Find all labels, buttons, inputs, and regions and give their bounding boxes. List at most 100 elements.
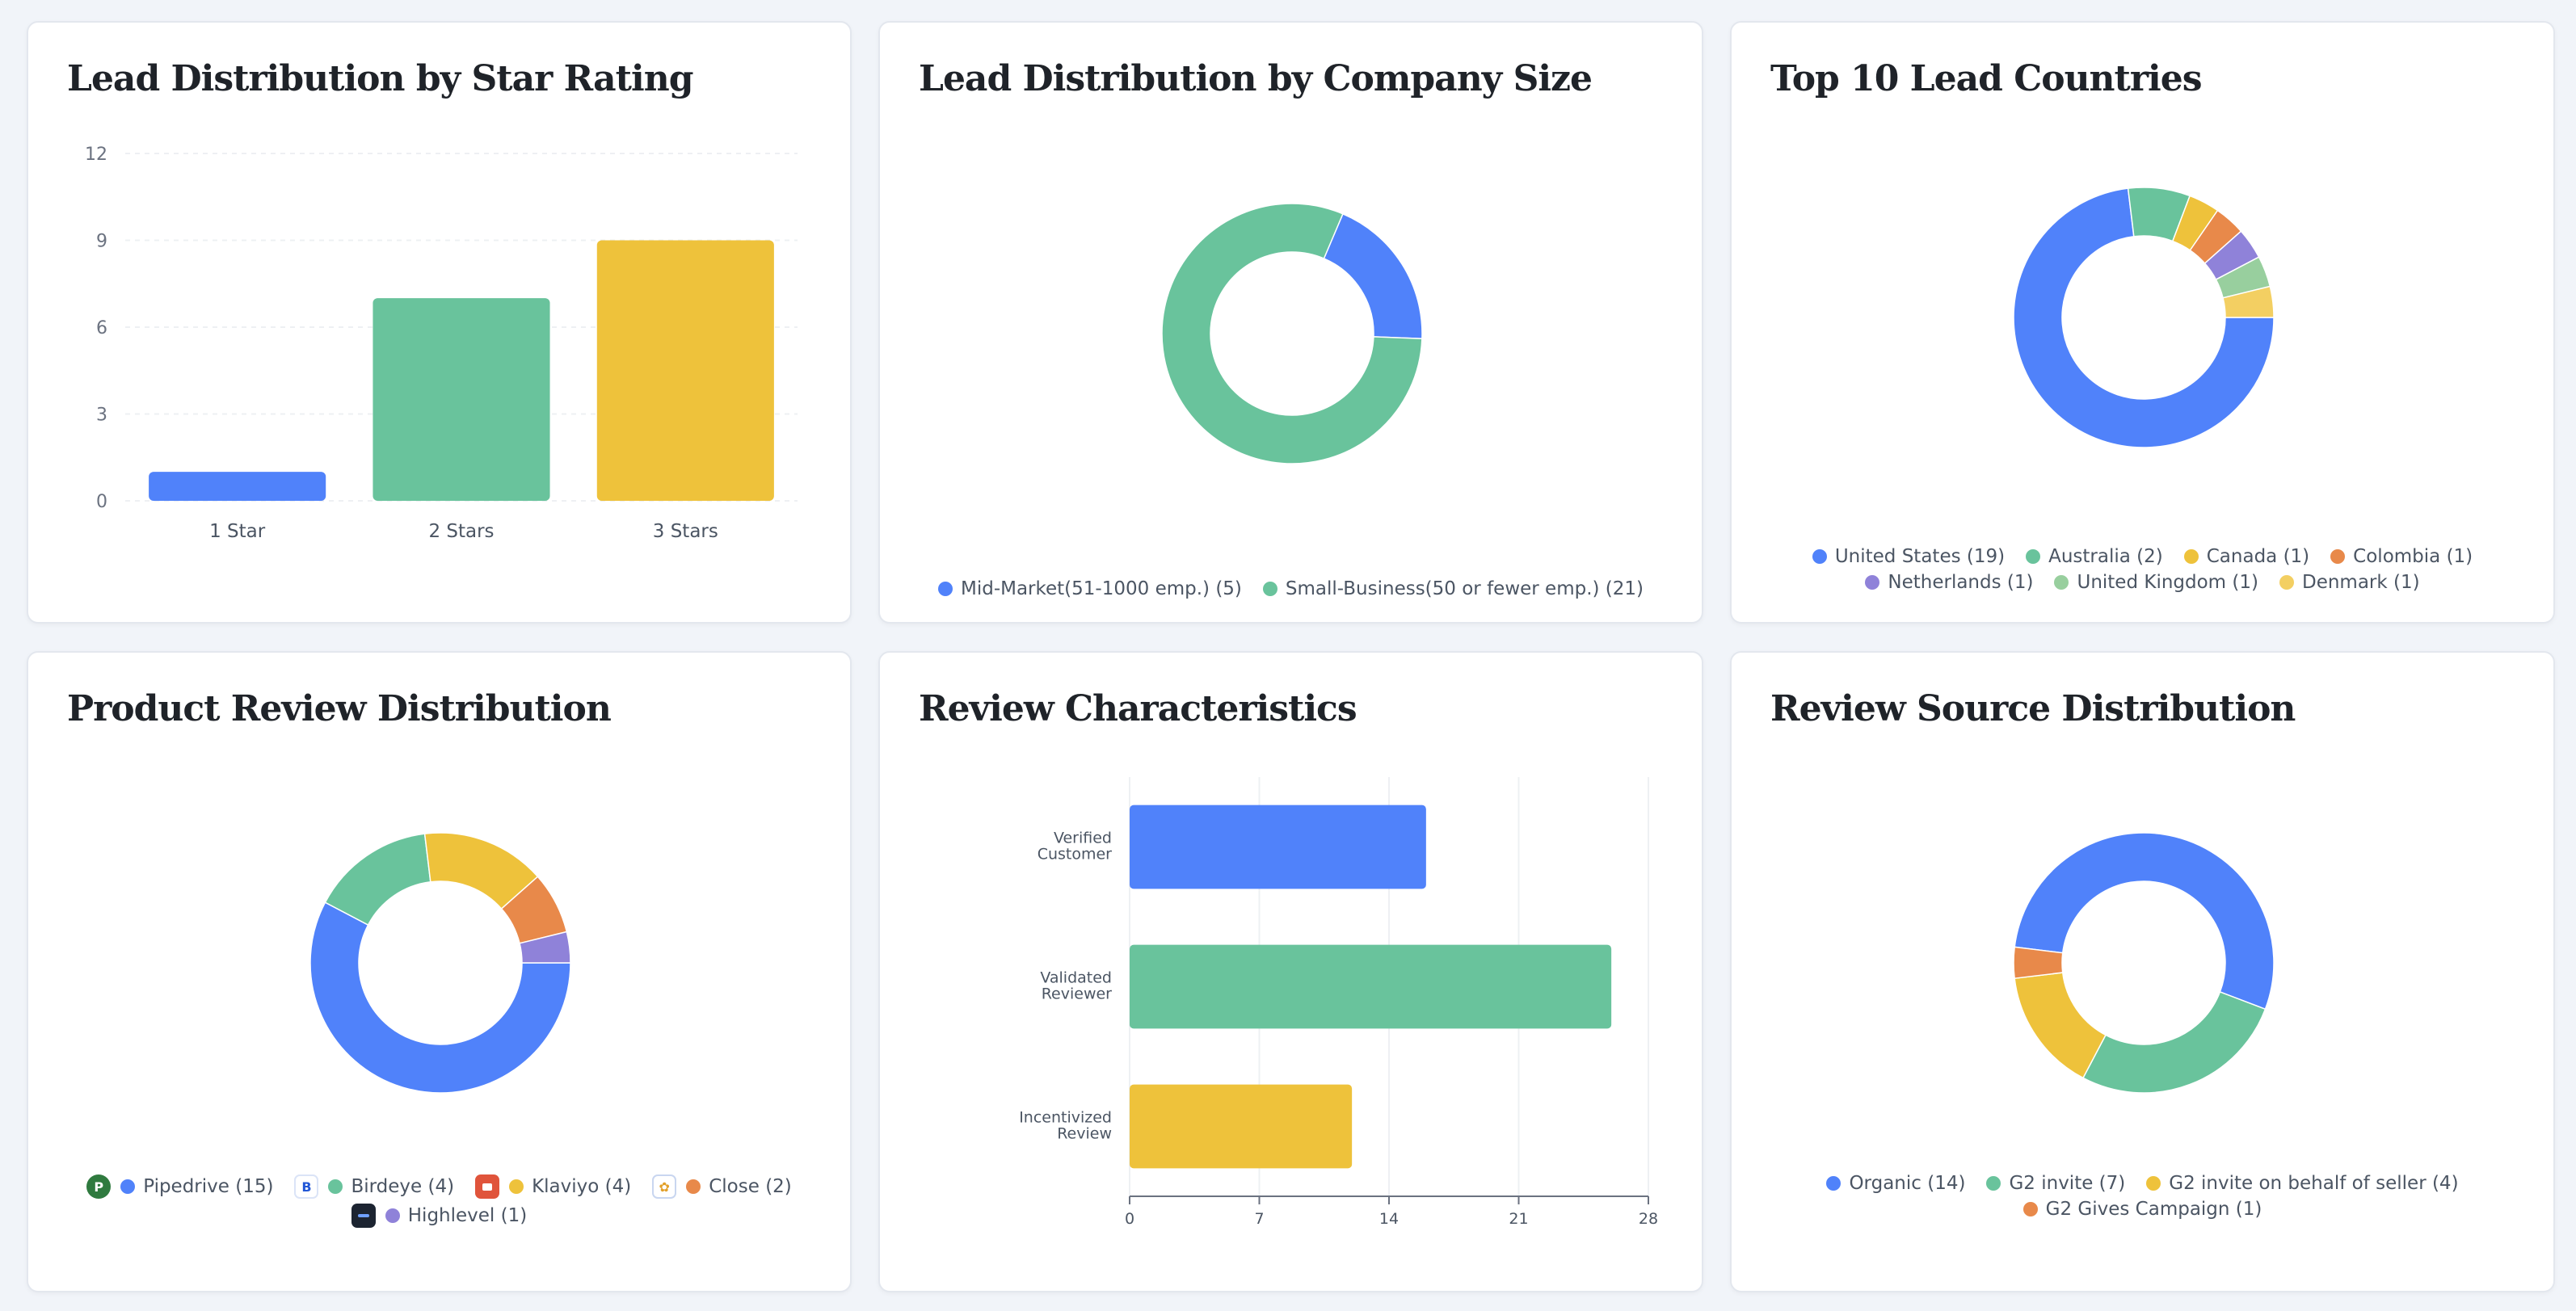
legend-swatch [2022,1202,2038,1216]
legend-item[interactable]: P Pipedrive (15) [86,1174,273,1199]
legend-item[interactable]: G2 invite on behalf of seller (4) [2146,1173,2459,1194]
legend-label: Netherlands (1) [1888,572,2034,593]
bar[interactable] [1130,944,1612,1029]
legend-label: United Kingdom (1) [2077,572,2258,593]
legend-label: G2 Gives Campaign (1) [2045,1199,2262,1220]
donut-slice[interactable] [2222,285,2275,318]
legend-item[interactable]: Denmark (1) [2279,572,2420,593]
chart-legend: P Pipedrive (15) B Birdeye (4) Klaviyo (4) ✿ C… [28,1174,850,1228]
legend-label: Denmark (1) [2301,572,2420,593]
legend-item[interactable]: Colombia (1) [2330,546,2473,567]
bar-chart-star-rating: 0 3 6 9 12 1 Star 2 Stars 3 Stars [85,145,798,542]
donut-slice[interactable] [1161,203,1423,464]
donut-slice[interactable] [2014,832,2275,1011]
y-tick-label: 9 [96,232,107,252]
legend-item[interactable]: ✿ Close (2) [652,1174,792,1199]
bar[interactable] [373,298,550,501]
donut-chart-countries [2013,187,2275,448]
x-tick-label: 3 Stars [653,521,718,542]
donut-slice[interactable] [519,931,571,964]
legend-item[interactable]: G2 Gives Campaign (1) [2022,1199,2262,1220]
legend-item[interactable]: G2 invite (7) [1986,1173,2125,1194]
legend-swatch [1826,1176,1842,1191]
donut-slice[interactable] [2013,946,2064,980]
card-review-source: Review Source Distribution Organic (14) G… [1730,651,2555,1292]
card-title: Lead Distribution by Company Size [919,58,1593,99]
bar[interactable] [149,472,326,501]
donut-slice[interactable] [2014,972,2107,1079]
card-title: Review Source Distribution [1770,688,2296,729]
y-tick-label: Validated [1040,969,1112,987]
legend-item[interactable]: Organic (14) [1826,1173,1965,1194]
y-tick-label: Review [1057,1125,1112,1143]
card-countries: Top 10 Lead Countries United States (19)… [1730,21,2555,624]
legend-swatch [1986,1176,2001,1191]
chart-legend: United States (19) Australia (2) Canada (1… [1732,546,2553,593]
legend-label: G2 invite (7) [2009,1173,2126,1194]
legend-label: Mid-Market(51-1000 emp.) (5) [960,578,1242,599]
donut-slice[interactable] [324,833,431,927]
donut-slice[interactable] [309,901,571,1094]
legend-label: Small-Business(50 or fewer emp.) (21) [1285,578,1644,599]
donut-slice[interactable] [2081,990,2267,1094]
bar[interactable] [596,240,774,502]
legend-swatch [2054,575,2069,590]
close-logo-icon: ✿ [652,1174,677,1199]
card-title: Review Characteristics [919,688,1357,729]
legend-item[interactable]: Australia (2) [2026,546,2163,567]
legend-swatch [1262,582,1277,596]
donut-slice[interactable] [1323,212,1423,340]
chart-legend: Organic (14) G2 invite (7) G2 invite on be… [1732,1173,2553,1220]
legend-label: Close (2) [709,1176,792,1197]
donut-chart-review-source [2013,832,2275,1094]
legend-label: Klaviyo (4) [532,1176,632,1197]
legend-swatch [2026,549,2041,564]
legend-label: Highlevel (1) [407,1205,528,1226]
x-tick-label: 1 Star [209,521,266,542]
highlevel-logo-icon [351,1204,376,1228]
y-tick-label: 3 [96,405,107,426]
legend-swatch [686,1179,701,1194]
legend-label: G2 invite on behalf of seller (4) [2169,1173,2459,1194]
chart-legend: Mid-Market(51-1000 emp.) (5) Small-Busine… [880,578,1702,599]
y-tick-label: 0 [96,492,107,512]
legend-item[interactable]: Canada (1) [2183,546,2310,567]
pipedrive-logo-icon: P [86,1174,112,1199]
legend-swatch [2279,575,2294,590]
legend-item[interactable]: Small-Business(50 or fewer emp.) (21) [1262,578,1644,599]
legend-swatch [120,1179,136,1194]
bar[interactable] [1130,805,1426,889]
legend-label: Canada (1) [2206,546,2310,567]
x-tick-label: 14 [1379,1210,1399,1228]
legend-label: Birdeye (4) [351,1176,455,1197]
legend-label: Australia (2) [2048,546,2163,567]
x-tick-label: 7 [1254,1210,1264,1228]
donut-slice[interactable] [2013,187,2275,448]
card-star-rating: Lead Distribution by Star Rating 0 3 6 9 12 1… [27,21,852,624]
card-title: Lead Distribution by Star Rating [67,58,693,99]
card-title: Top 10 Lead Countries [1770,58,2203,99]
legend-item[interactable]: B Birdeye (4) [294,1174,454,1199]
legend-swatch [1812,549,1827,564]
legend-item[interactable]: Klaviyo (4) [475,1174,631,1199]
klaviyo-logo-icon [475,1174,500,1199]
legend-swatch [2146,1176,2161,1191]
card-title: Product Review Distribution [67,688,612,729]
legend-item[interactable]: United States (19) [1812,546,2005,567]
legend-item[interactable]: United Kingdom (1) [2054,572,2258,593]
legend-swatch [385,1208,400,1223]
legend-swatch [509,1179,524,1194]
y-tick-label: Customer [1038,846,1112,863]
y-tick-label: Verified [1054,830,1112,847]
bar[interactable] [1130,1084,1353,1169]
legend-swatch [328,1179,343,1194]
y-tick-label: Incentivized [1019,1109,1112,1127]
legend-item[interactable]: Highlevel (1) [351,1204,527,1228]
x-tick-label: 21 [1509,1210,1528,1228]
legend-item[interactable]: Mid-Market(51-1000 emp.) (5) [937,578,1242,599]
donut-chart-product-review [309,832,571,1094]
legend-item[interactable]: Netherlands (1) [1865,572,2033,593]
legend-swatch [1865,575,1880,590]
x-tick-label: 28 [1639,1210,1658,1228]
legend-label: United States (19) [1834,546,2006,567]
